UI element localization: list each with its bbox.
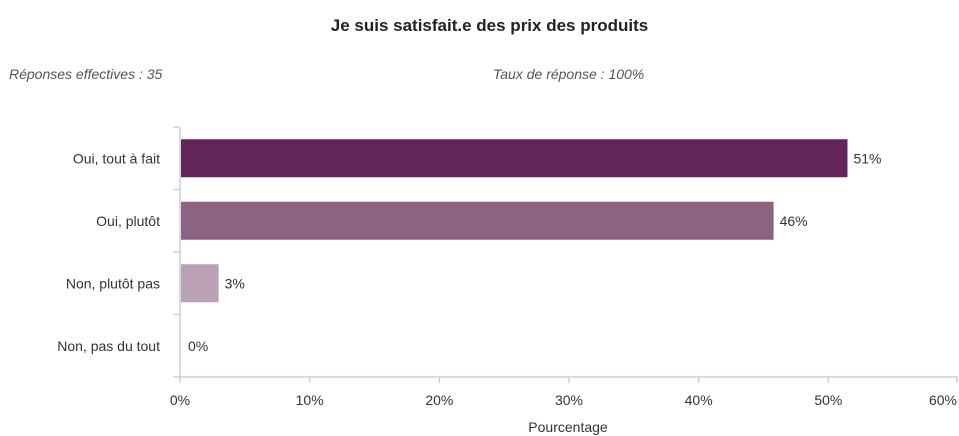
x-tick-label: 30%	[555, 392, 583, 408]
response-rate: Taux de réponse : 100%	[493, 66, 645, 82]
category-label: Non, plutôt pas	[66, 275, 160, 291]
bar	[181, 264, 219, 303]
category-label: Oui, tout à fait	[73, 150, 160, 166]
x-tick-label: 0%	[170, 392, 190, 408]
category-label: Oui, plutôt	[96, 213, 160, 229]
value-label: 51%	[853, 150, 881, 166]
value-label: 3%	[225, 275, 245, 291]
x-tick-label: 50%	[814, 392, 842, 408]
responses-count: Réponses effectives : 35	[9, 66, 163, 82]
value-label: 46%	[780, 213, 808, 229]
x-tick-label: 60%	[929, 392, 957, 408]
bar	[181, 201, 774, 240]
category-label: Non, pas du tout	[57, 338, 160, 354]
y-axis: Oui, tout à fait Oui, plutôt Non, plutôt p…	[57, 126, 181, 378]
x-tick-label: 20%	[425, 392, 453, 408]
chart-title: Je suis satisfait.e des prix des produit…	[330, 16, 649, 35]
x-tick-label: 40%	[685, 392, 713, 408]
value-label: 0%	[188, 338, 208, 354]
x-axis-title: Pourcentage	[528, 419, 608, 435]
x-tick-label: 10%	[296, 392, 324, 408]
bars: 51% 46% 3% 0%	[181, 139, 882, 354]
x-axis: 0% 10% 20% 30% 40% 50% 60%	[170, 376, 958, 408]
bar	[181, 139, 848, 178]
